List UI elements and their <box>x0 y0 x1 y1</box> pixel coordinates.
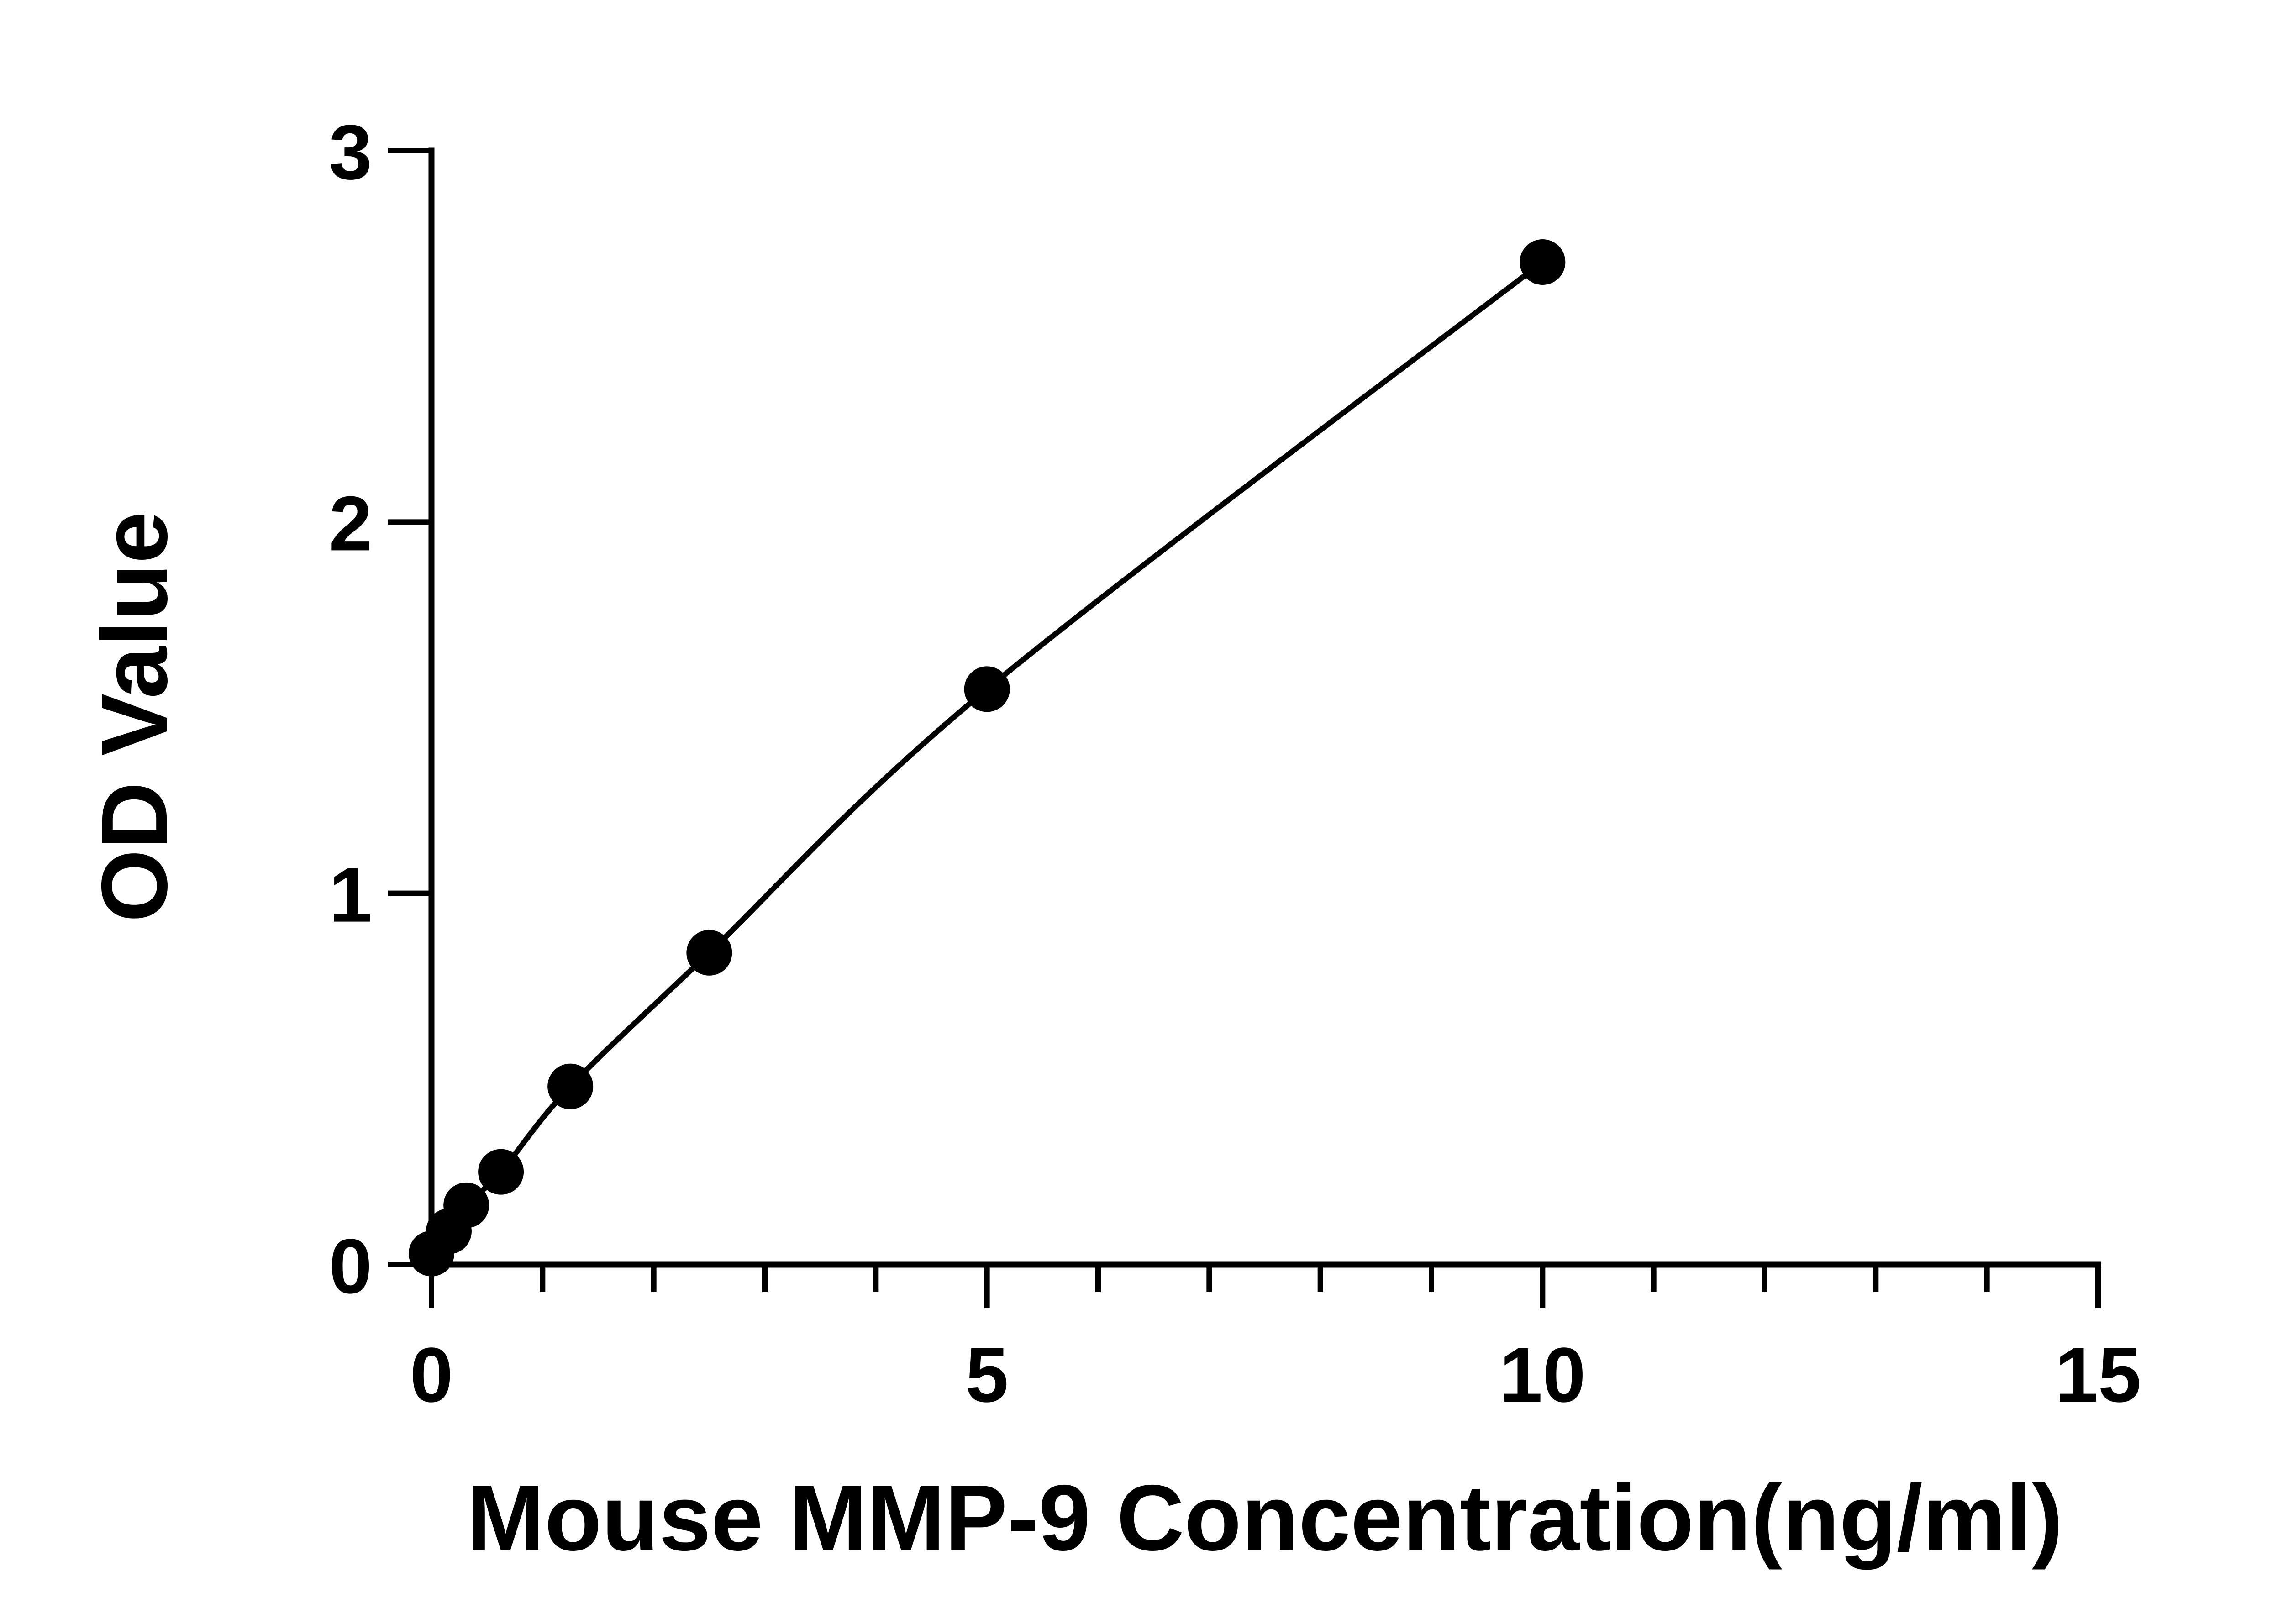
x-tick-label: 5 <box>965 1332 1009 1419</box>
x-tick-label: 0 <box>410 1332 453 1419</box>
data-point <box>547 1063 594 1109</box>
y-tick-label: 1 <box>329 852 372 939</box>
data-point <box>964 666 1010 712</box>
data-point <box>478 1149 524 1195</box>
y-tick-label: 3 <box>329 109 372 196</box>
y-axis-title: OD Value <box>82 511 187 922</box>
series-line <box>429 260 1544 1256</box>
axes <box>388 147 2101 1308</box>
y-tick-label: 0 <box>329 1223 372 1310</box>
data-point <box>686 930 732 976</box>
x-tick-label: 15 <box>2055 1332 2141 1419</box>
data-point <box>443 1182 489 1228</box>
y-tick-label: 2 <box>329 480 372 567</box>
labels-group: Mouse MMP-9 Concentration(ng/ml) OD Valu… <box>82 109 2141 1570</box>
data-point <box>1520 239 1566 285</box>
x-axis-title: Mouse MMP-9 Concentration(ng/ml) <box>467 1466 2063 1570</box>
x-tick-label: 10 <box>1499 1332 1586 1419</box>
series-group <box>409 239 1566 1277</box>
